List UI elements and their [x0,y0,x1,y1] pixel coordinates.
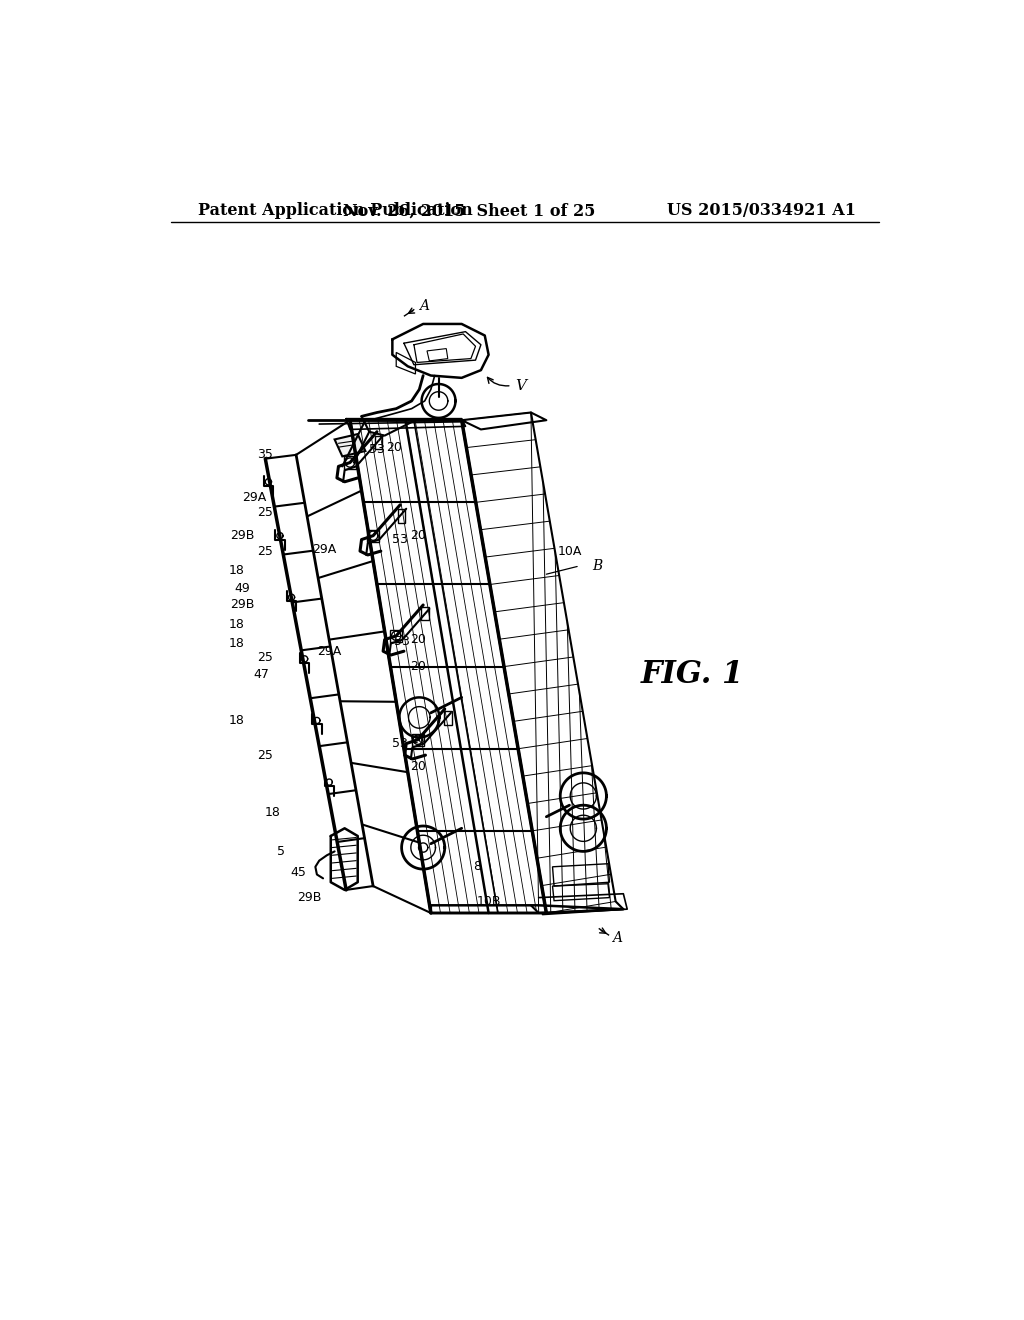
Text: 29A: 29A [312,543,337,556]
Text: 53: 53 [392,737,408,750]
Text: 29B: 29B [297,891,322,904]
Polygon shape [375,436,382,449]
Text: 20: 20 [386,441,401,454]
Text: 20: 20 [410,634,426,647]
Text: B: B [593,560,603,573]
Text: 8: 8 [473,861,481,874]
Text: 20: 20 [410,660,426,673]
Text: 10A: 10A [557,545,582,557]
Polygon shape [344,457,356,469]
Text: V: V [515,379,526,392]
Text: 25: 25 [257,506,273,519]
Polygon shape [367,529,379,543]
Text: 45: 45 [291,866,306,879]
Text: A: A [419,300,429,313]
Text: FIG. 1: FIG. 1 [641,659,744,690]
Polygon shape [412,734,424,746]
Text: 29B: 29B [230,598,254,611]
Text: 20: 20 [410,733,426,746]
Text: US 2015/0334921 A1: US 2015/0334921 A1 [668,202,856,219]
Text: 10B: 10B [476,895,501,908]
Polygon shape [397,508,406,523]
Text: 18: 18 [229,618,245,631]
Text: 53: 53 [392,533,408,546]
Text: 20: 20 [410,529,426,543]
Text: A: A [611,931,622,945]
Polygon shape [335,434,366,457]
Text: 53: 53 [393,635,410,648]
Text: 47: 47 [254,668,269,681]
Text: 29A: 29A [317,644,341,657]
Text: 5: 5 [276,845,285,858]
Text: 29A: 29A [242,491,266,504]
Text: 20: 20 [410,760,426,774]
Text: 25: 25 [257,748,273,762]
Polygon shape [444,711,452,725]
Text: 35: 35 [257,449,273,462]
Text: 18: 18 [229,564,245,577]
Text: Nov. 26, 2015  Sheet 1 of 25: Nov. 26, 2015 Sheet 1 of 25 [343,202,596,219]
Text: 53: 53 [369,444,385,455]
Text: 18: 18 [265,807,281,820]
Text: 29B: 29B [230,529,254,543]
Polygon shape [421,607,429,620]
Text: Patent Application Publication: Patent Application Publication [199,202,473,219]
Polygon shape [390,630,402,642]
Text: 18: 18 [229,638,245,649]
Text: 49: 49 [234,582,250,594]
Text: 25: 25 [257,651,273,664]
Text: 18: 18 [229,714,245,727]
Text: 25: 25 [257,545,273,557]
